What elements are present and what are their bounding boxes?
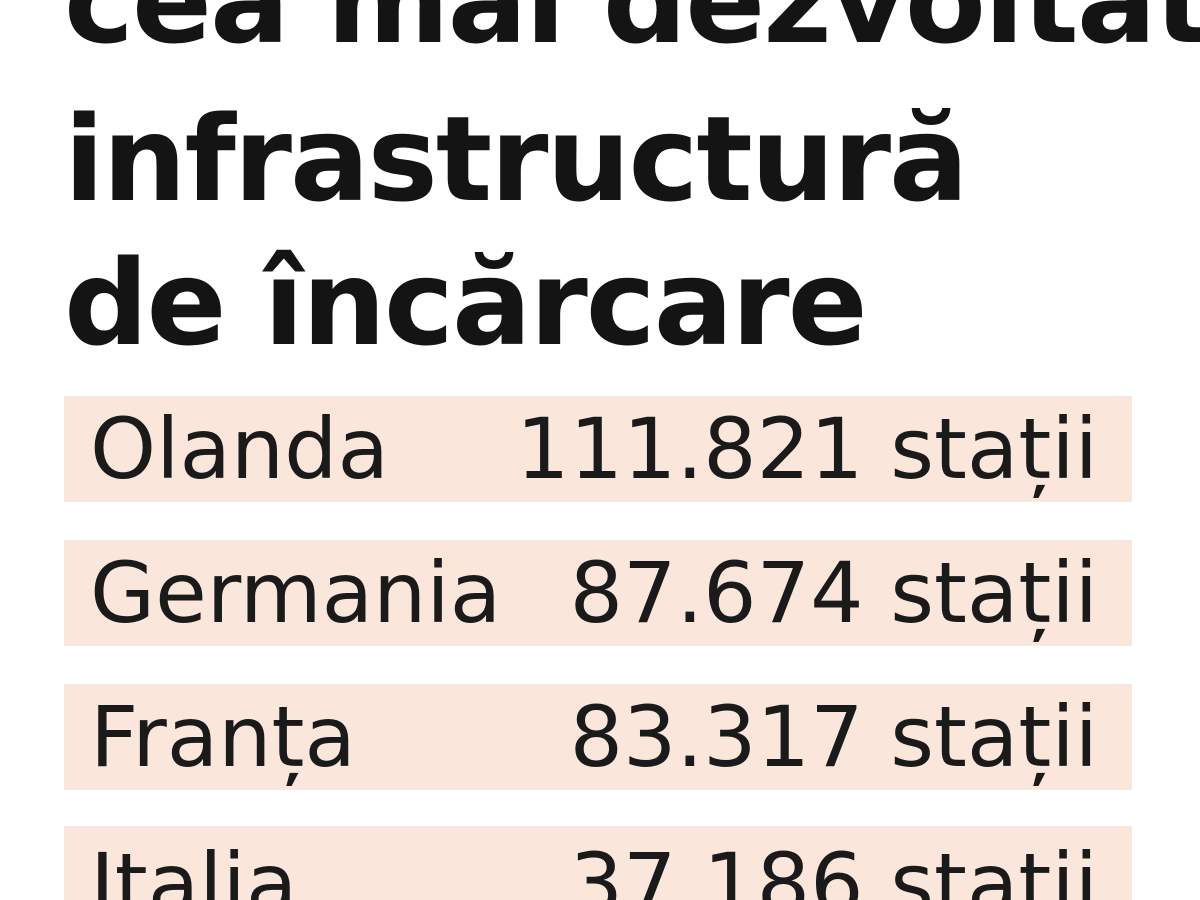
country-name: Franța [90,688,356,786]
station-count: 87.674 stații [569,544,1098,642]
station-count: 111.821 stații [516,400,1098,498]
country-name: Germania [90,544,502,642]
headline-line-3: de încărcare [64,234,868,372]
station-count: 83.317 stații [569,688,1098,786]
table-row: Italia 37.186 stații [64,826,1132,900]
headline-line-1: cea mai dezvoltată [64,0,1200,70]
table-row: Olanda 111.821 stații [64,396,1132,502]
country-name: Olanda [90,400,389,498]
table-row: Franța 83.317 stații [64,684,1132,790]
headline-line-2: infrastructură [64,90,969,228]
country-name: Italia [90,835,298,900]
table-row: Germania 87.674 stații [64,540,1132,646]
station-count: 37.186 stații [569,835,1098,900]
